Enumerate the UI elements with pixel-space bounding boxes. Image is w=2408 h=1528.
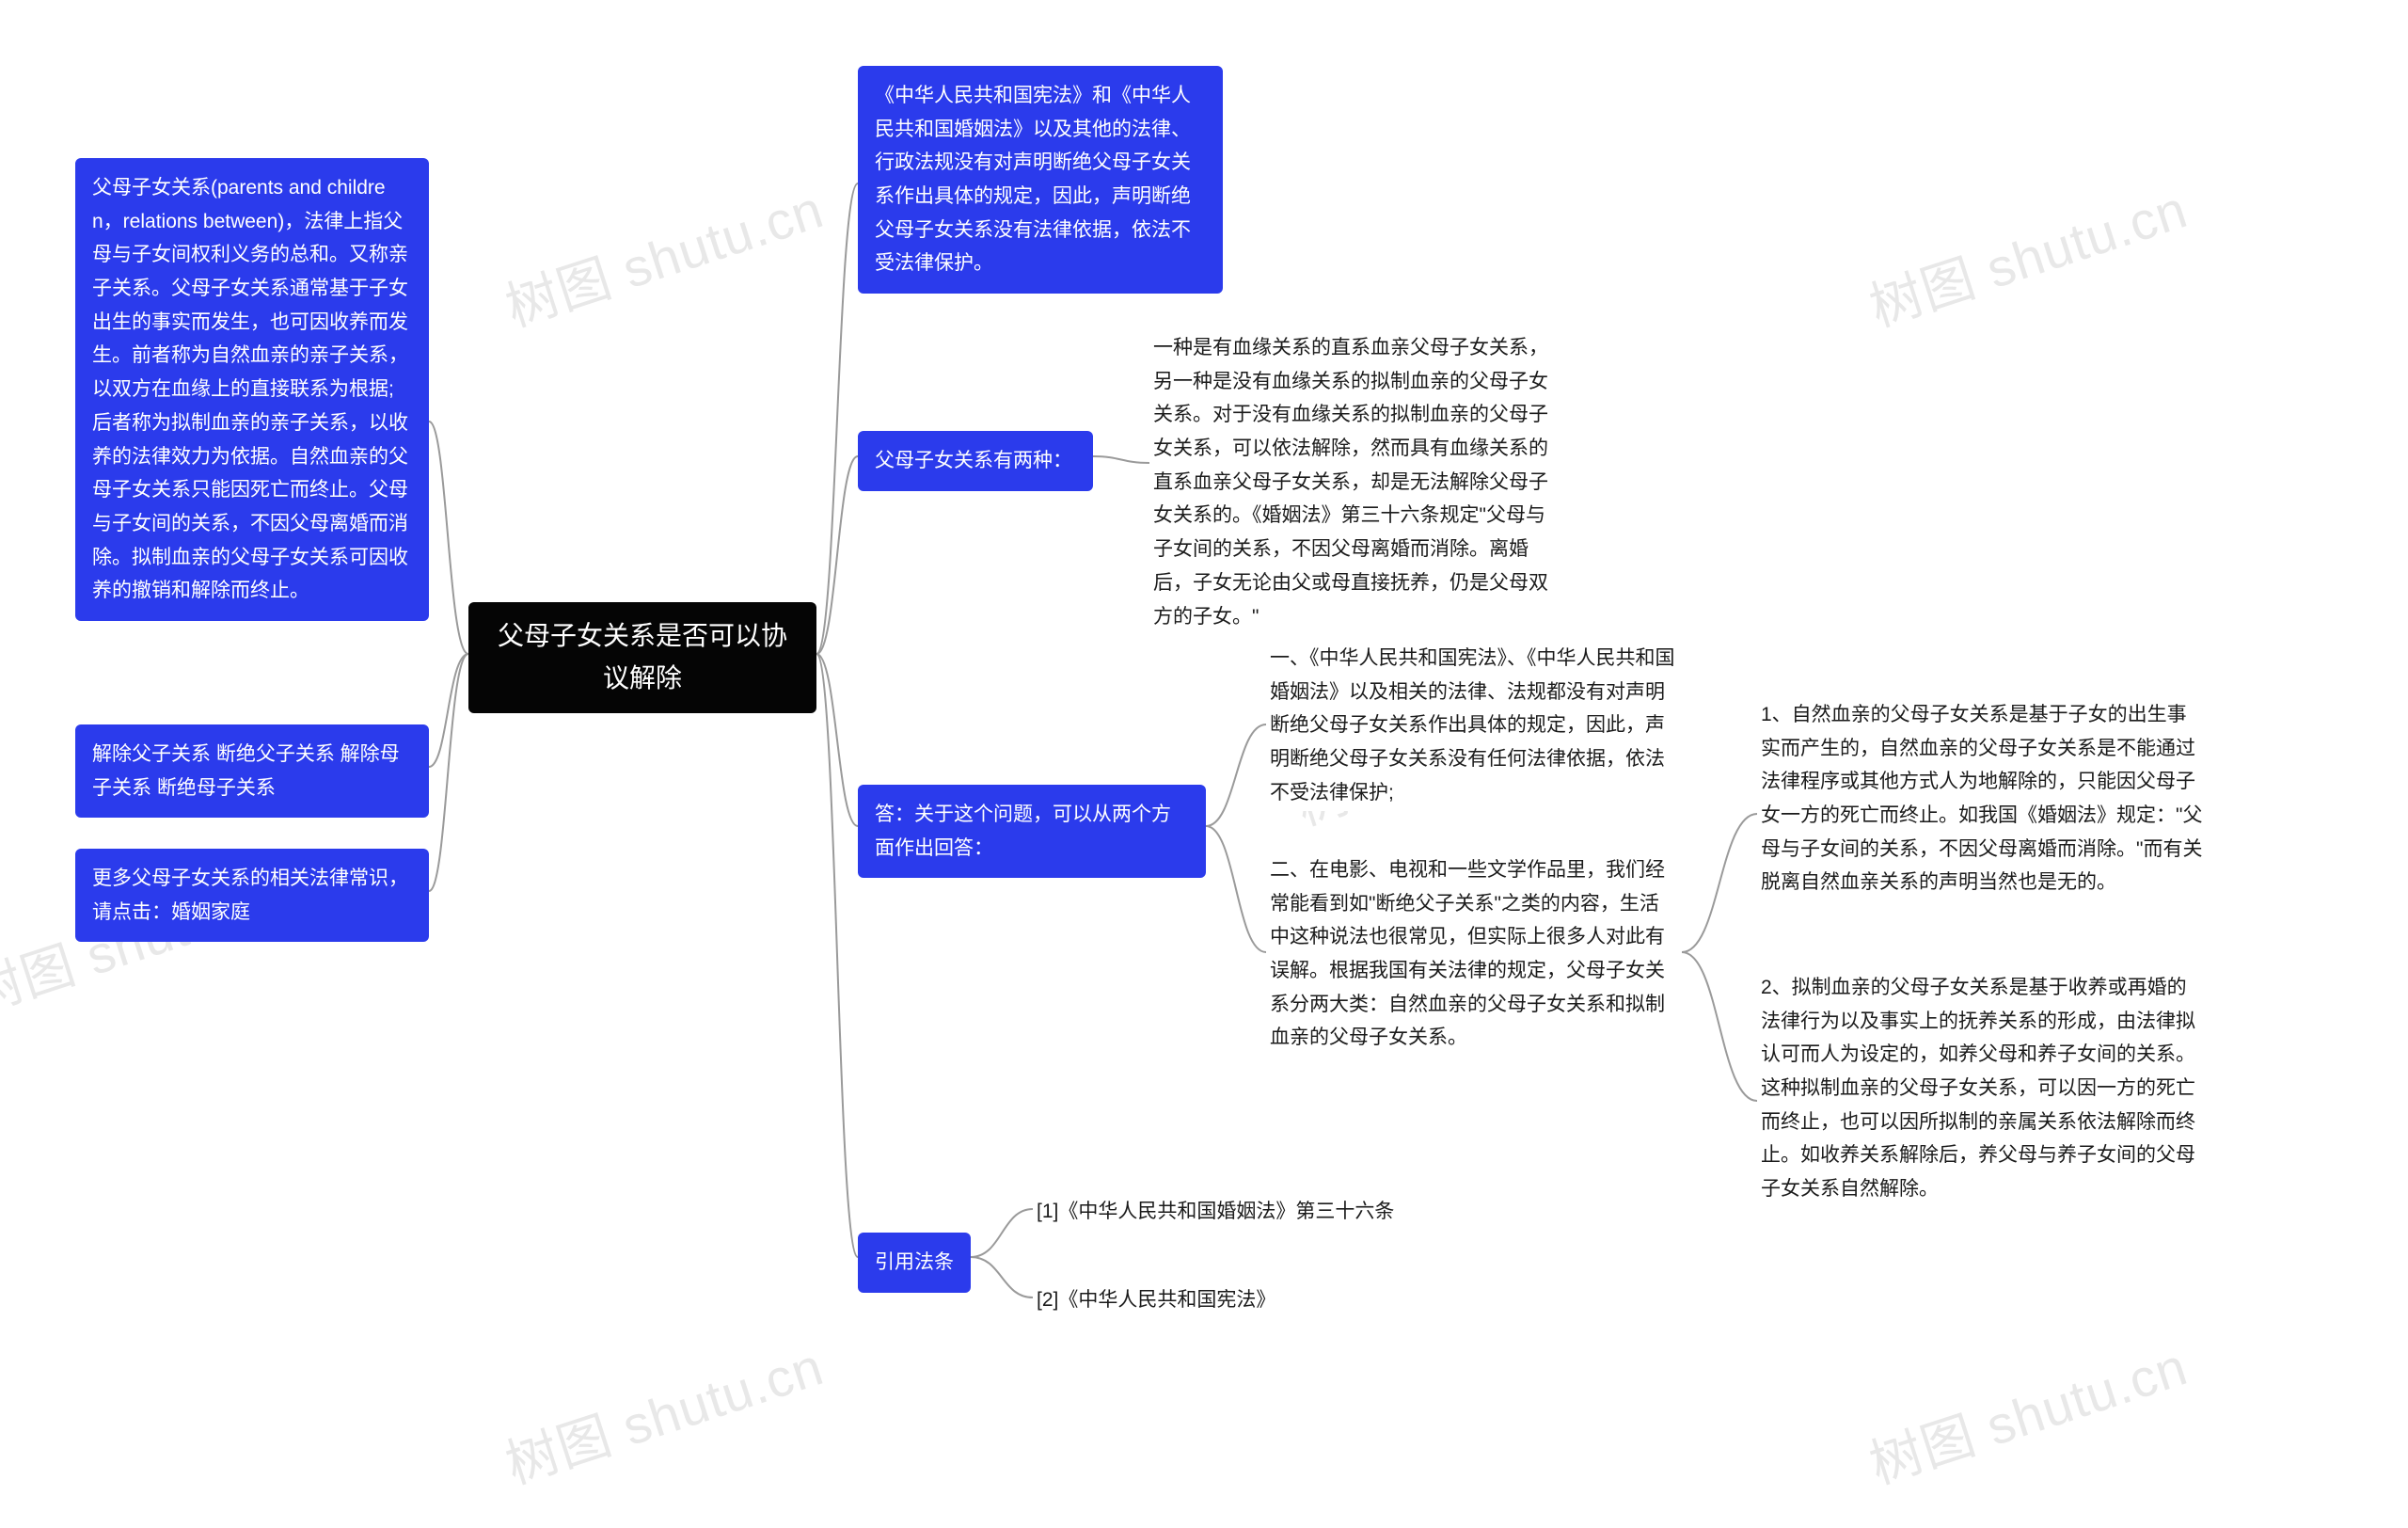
node-cite-2: [2]《中华人民共和国宪法》 bbox=[1033, 1281, 1315, 1319]
watermark: 树图 shutu.cn bbox=[495, 1325, 832, 1499]
watermark: 树图 shutu.cn bbox=[1859, 1325, 2195, 1499]
watermark: 树图 shutu.cn bbox=[495, 167, 832, 342]
connector bbox=[429, 422, 468, 654]
node-two-kinds-detail: 一种是有血缘关系的直系血亲父母子女关系，另一种是没有血缘关系的拟制血亲的父母子女… bbox=[1149, 329, 1565, 635]
root-node[interactable]: 父母子女关系是否可以协议解除 bbox=[468, 602, 816, 713]
connector bbox=[429, 654, 468, 891]
connector bbox=[971, 1209, 1033, 1257]
connector bbox=[1682, 952, 1757, 1101]
connector bbox=[816, 456, 858, 654]
connector bbox=[429, 654, 468, 767]
node-answer[interactable]: 答：关于这个问题，可以从两个方面作出回答： bbox=[858, 785, 1206, 878]
connector bbox=[816, 654, 858, 826]
connector bbox=[1682, 814, 1757, 952]
node-answer-b2: 2、拟制血亲的父母子女关系是基于收养或再婚的法律行为以及事实上的抚养关系的形成，… bbox=[1757, 969, 2209, 1208]
node-answer-a: 一、《中华人民共和国宪法》、《中华人民共和国婚姻法》以及相关的法律、法规都没有对… bbox=[1266, 640, 1682, 811]
node-definition[interactable]: 父母子女关系(parents and children，relations be… bbox=[75, 158, 429, 621]
connector bbox=[1206, 724, 1266, 826]
connector bbox=[1206, 826, 1266, 952]
node-more-link[interactable]: 更多父母子女关系的相关法律常识，请点击：婚姻家庭 bbox=[75, 849, 429, 942]
node-answer-b: 二、在电影、电视和一些文学作品里，我们经常能看到如"断绝父子关系"之类的内容，生… bbox=[1266, 852, 1682, 1057]
node-citation[interactable]: 引用法条 bbox=[858, 1233, 971, 1293]
node-constitution[interactable]: 《中华人民共和国宪法》和《中华人民共和国婚姻法》以及其他的法律、行政法规没有对声… bbox=[858, 66, 1223, 294]
connector bbox=[816, 183, 858, 654]
node-cite-1: [1]《中华人民共和国婚姻法》第三十六条 bbox=[1033, 1193, 1437, 1231]
node-terminate[interactable]: 解除父子关系 断绝父子关系 解除母子关系 断绝母子关系 bbox=[75, 724, 429, 818]
connector bbox=[1093, 456, 1149, 463]
node-answer-b1: 1、自然血亲的父母子女关系是基于子女的出生事实而产生的，自然血亲的父母子女关系是… bbox=[1757, 696, 2209, 901]
watermark: 树图 shutu.cn bbox=[1859, 167, 2195, 342]
connector bbox=[816, 654, 858, 1257]
connector bbox=[971, 1257, 1033, 1297]
node-two-kinds[interactable]: 父母子女关系有两种： bbox=[858, 431, 1093, 491]
